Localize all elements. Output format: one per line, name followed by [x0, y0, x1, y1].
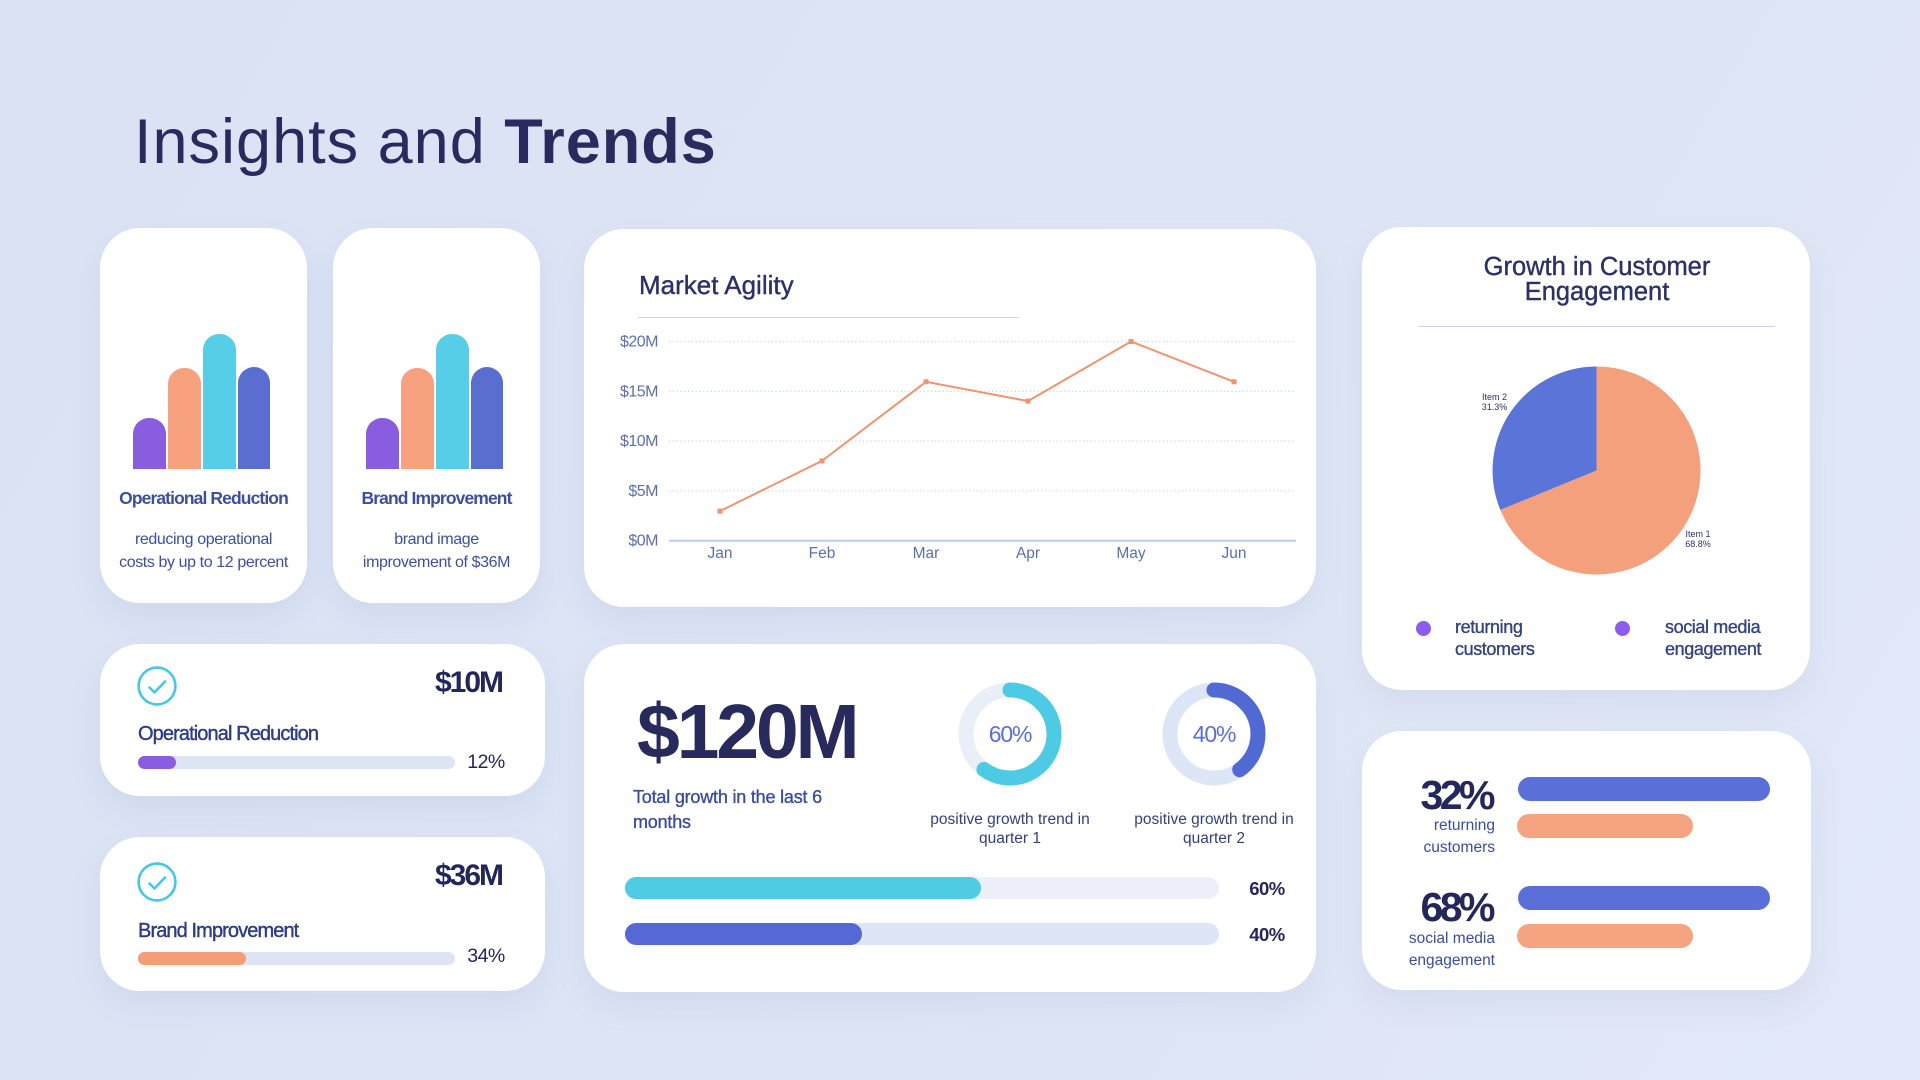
svg-text:$20M: $20M: [620, 334, 658, 351]
svg-text:Feb: Feb: [809, 545, 836, 562]
svg-text:$15M: $15M: [620, 383, 658, 400]
svg-text:$0M: $0M: [628, 533, 658, 550]
svg-text:Jun: Jun: [1222, 545, 1247, 562]
svg-text:Mar: Mar: [913, 545, 940, 562]
svg-text:$5M: $5M: [628, 483, 658, 500]
svg-text:40%: 40%: [1193, 721, 1236, 747]
svg-text:Jan: Jan: [708, 545, 733, 562]
svg-text:May: May: [1116, 545, 1146, 562]
svg-text:Apr: Apr: [1016, 545, 1040, 562]
svg-text:60%: 60%: [989, 721, 1032, 747]
svg-text:$10M: $10M: [620, 433, 658, 450]
